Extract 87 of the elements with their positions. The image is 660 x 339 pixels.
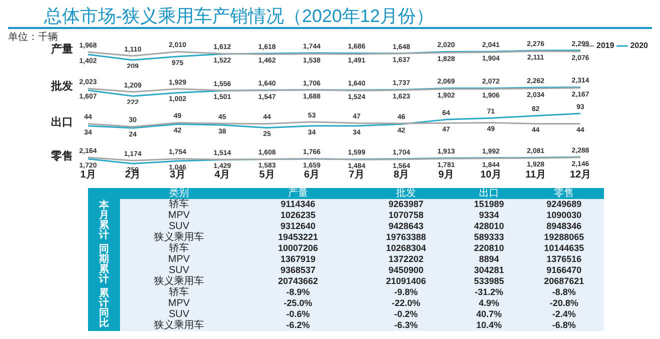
category-label: 轿车: [169, 199, 189, 210]
text: -0.6%: [286, 309, 310, 319]
text: 1026235: [280, 210, 316, 220]
text: 19763388: [386, 232, 426, 242]
text: -9.8%: [394, 287, 418, 297]
y-axis-title: 产量: [50, 42, 73, 56]
text: 20687621: [544, 276, 584, 286]
text: 533985: [474, 276, 504, 286]
x-tick-label: 6月: [304, 169, 320, 180]
text: 220810: [474, 243, 504, 253]
text: 428010: [474, 221, 504, 231]
category-label: MPV: [168, 254, 190, 265]
text: 9368537: [280, 265, 316, 275]
text: 4.9%: [478, 298, 500, 308]
text: 9166470: [546, 265, 582, 275]
text: -6.3%: [394, 320, 418, 330]
x-tick-label: 10月: [480, 169, 502, 180]
text: 20743662: [278, 276, 318, 286]
text: 9312640: [280, 221, 316, 231]
category-label: 零售: [524, 188, 604, 199]
chart-title: 总体市场-狭义乘用车产销情况（2020年12月份）: [44, 5, 434, 28]
text: 40.7%: [476, 309, 502, 319]
text: -25.0%: [284, 298, 312, 308]
text: 9114346: [280, 199, 316, 209]
text: -22.0%: [392, 298, 420, 308]
text: -2.4%: [552, 309, 576, 319]
text: 151989: [474, 199, 504, 209]
x-tick-label: 12月: [570, 169, 591, 180]
text: 19453221: [278, 232, 318, 242]
text: 9428643: [388, 221, 424, 231]
text: 1070758: [388, 210, 424, 220]
text: 10144635: [544, 243, 584, 253]
text: 8948346: [546, 221, 582, 231]
text: 单位：千辆: [8, 30, 58, 43]
text: 1090030: [546, 210, 582, 220]
text: 1367919: [280, 254, 316, 264]
text: 9263987: [388, 199, 424, 209]
text: 21091406: [386, 276, 426, 286]
y-axis-title: 出口: [51, 116, 73, 129]
category-label: SUV: [168, 309, 190, 320]
text: 10007206: [278, 243, 318, 253]
text: 304281: [474, 265, 504, 275]
category-label: 狭义乘用车: [154, 232, 204, 243]
text: 1376516: [546, 254, 582, 264]
x-tick-label: 9月: [438, 169, 454, 180]
text: 同期累计: [88, 244, 120, 285]
category-label: SUV: [168, 221, 190, 232]
category-label: 轿车: [169, 287, 189, 298]
text: 10268304: [386, 243, 426, 253]
x-tick-label: 11月: [525, 169, 546, 180]
x-tick-label: 4月: [214, 169, 230, 180]
text: 589333: [474, 232, 504, 242]
text: 1372202: [388, 254, 424, 264]
text: 累计同比: [88, 288, 120, 329]
text: 9450900: [388, 265, 424, 275]
x-tick-label: 3月: [170, 169, 186, 180]
category-label: 产量: [238, 188, 358, 199]
category-label: MPV: [168, 298, 190, 309]
x-tick-label: 1月: [80, 169, 96, 180]
x-tick-label: 5月: [259, 169, 275, 180]
legend-label: 2020: [630, 41, 649, 50]
text: 8894: [478, 254, 500, 264]
text: 2019: [596, 41, 615, 50]
y-axis-title: 零售: [50, 149, 73, 162]
category-label: MPV: [168, 210, 190, 221]
text: -20.8%: [550, 298, 578, 308]
category-label: 出口: [454, 188, 524, 199]
y-axis-title: 批发: [50, 80, 73, 93]
category-label: 轿车: [169, 243, 189, 254]
category-label: 狭义乘用车: [154, 320, 204, 331]
text: 本月累计: [88, 200, 120, 241]
text: -0.2%: [394, 309, 418, 319]
text: -8.9%: [286, 287, 310, 297]
text: -31.2%: [474, 287, 504, 297]
category-label: 狭义乘用车: [154, 276, 204, 287]
text: 类别: [120, 188, 238, 199]
text: 19288065: [544, 232, 584, 242]
text: -6.8%: [552, 320, 576, 330]
text: 9334: [478, 210, 500, 220]
x-tick-label: 8月: [394, 169, 410, 180]
category-label: SUV: [168, 265, 190, 276]
x-tick-label: 7月: [348, 169, 364, 180]
text: 9249689: [546, 199, 582, 209]
category-label: 批发: [358, 188, 454, 199]
text: -8.8%: [552, 287, 576, 297]
text: -6.2%: [286, 320, 310, 330]
text: 10.4%: [476, 320, 502, 330]
